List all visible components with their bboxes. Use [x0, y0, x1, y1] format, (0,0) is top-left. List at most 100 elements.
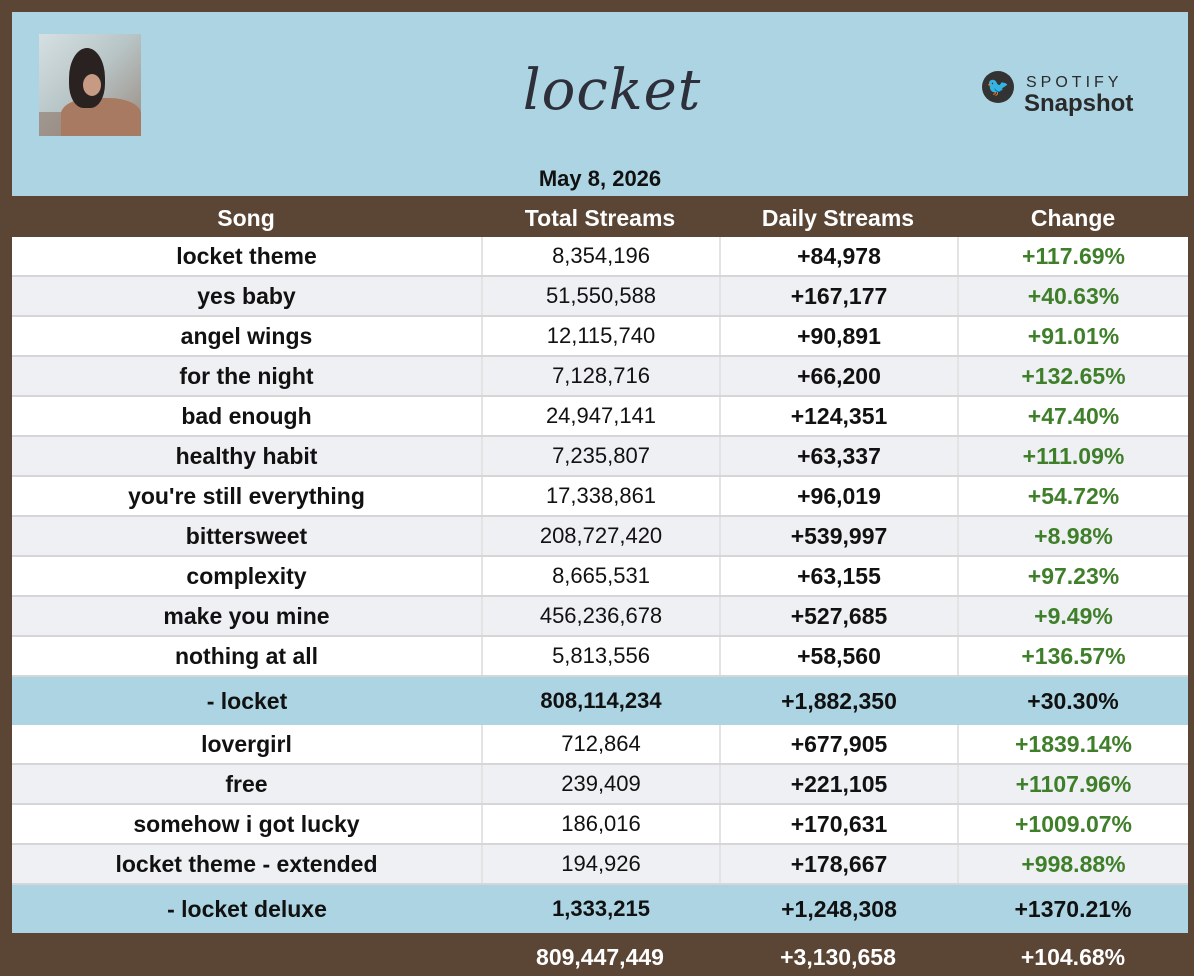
- column-header-daily: Daily Streams: [761, 205, 915, 231]
- song-name: locket theme: [12, 237, 483, 277]
- change-percent: +998.88%: [958, 844, 1188, 885]
- song-name: - locket: [12, 676, 482, 725]
- change-percent: +54.72%: [958, 476, 1188, 517]
- song-name: healthy habit: [12, 436, 483, 477]
- daily-streams: +167,177: [720, 276, 959, 317]
- column-header-total: Total Streams: [524, 205, 676, 231]
- change-percent: +1370.21%: [958, 884, 1188, 933]
- total-streams: 1,333,215: [482, 884, 720, 933]
- daily-streams: +170,631: [720, 804, 959, 845]
- total-streams: 712,864: [482, 725, 721, 765]
- header-banner: locket 🐦 SPOTIFY Snapshot: [12, 12, 1188, 196]
- total-streams: 808,114,234: [482, 676, 720, 725]
- change-percent: +111.09%: [958, 436, 1188, 477]
- daily-streams: +84,978: [720, 237, 959, 277]
- song-name: angel wings: [12, 316, 483, 357]
- total-streams: 7,128,716: [482, 356, 721, 397]
- total-streams: 194,926: [482, 844, 721, 885]
- song-name: make you mine: [12, 596, 483, 637]
- total-streams: 24,947,141: [482, 396, 721, 437]
- table-row: somehow i got lucky 186,016 +170,631 +1009.…: [12, 804, 1188, 845]
- snapshot-date: May 8, 2026: [538, 166, 662, 191]
- grand-total-streams: 809,447,449: [536, 944, 664, 970]
- song-name: somehow i got lucky: [12, 804, 483, 845]
- change-percent: +1839.14%: [958, 725, 1188, 765]
- brand-logo: 🐦 SPOTIFY Snapshot: [982, 62, 1182, 118]
- column-header-song: Song: [217, 205, 275, 231]
- song-name: lovergirl: [12, 725, 483, 765]
- table-row: angel wings 12,115,740 +90,891 +91.01%: [12, 316, 1188, 357]
- brand-line-1: SPOTIFY: [1026, 74, 1123, 91]
- table-row: for the night 7,128,716 +66,200 +132.65%: [12, 356, 1188, 397]
- song-name: bittersweet: [12, 516, 483, 557]
- total-streams: 12,115,740: [482, 316, 721, 357]
- grand-total-daily: +3,130,658: [780, 944, 896, 970]
- grand-total-change: +104.68%: [1020, 944, 1126, 970]
- song-name: bad enough: [12, 396, 483, 437]
- album-title: locket: [522, 58, 702, 123]
- song-name: locket theme - extended: [12, 844, 483, 885]
- daily-streams: +90,891: [720, 316, 959, 357]
- table-row: bad enough 24,947,141 +124,351 +47.40%: [12, 396, 1188, 437]
- total-streams: 17,338,861: [482, 476, 721, 517]
- twitter-bird-icon: 🐦: [982, 71, 1014, 103]
- daily-streams: +63,337: [720, 436, 959, 477]
- album-cover-image: [39, 34, 141, 136]
- table-row: you're still everything 17,338,861 +96,019…: [12, 476, 1188, 517]
- change-percent: +91.01%: [958, 316, 1188, 357]
- change-percent: +97.23%: [958, 556, 1188, 597]
- table-row: healthy habit 7,235,807 +63,337 +111.09%: [12, 436, 1188, 477]
- song-name: yes baby: [12, 276, 483, 317]
- total-streams: 8,665,531: [482, 556, 721, 597]
- change-percent: +136.57%: [958, 636, 1188, 677]
- table-row: yes baby 51,550,588 +167,177 +40.63%: [12, 276, 1188, 317]
- daily-streams: +677,905: [720, 725, 959, 765]
- daily-streams: +63,155: [720, 556, 959, 597]
- brand-line-2: Snapshot: [1024, 90, 1134, 117]
- change-percent: +1107.96%: [958, 764, 1188, 805]
- change-percent: +1009.07%: [958, 804, 1188, 845]
- change-percent: +132.65%: [958, 356, 1188, 397]
- song-name: free: [12, 764, 483, 805]
- total-streams: 7,235,807: [482, 436, 721, 477]
- total-streams: 456,236,678: [482, 596, 721, 637]
- table-row: lovergirl 712,864 +677,905 +1839.14%: [12, 725, 1188, 765]
- daily-streams: +178,667: [720, 844, 959, 885]
- table-row: nothing at all 5,813,556 +58,560 +136.57%: [12, 636, 1188, 677]
- daily-streams: +66,200: [720, 356, 959, 397]
- daily-streams: +124,351: [720, 396, 959, 437]
- daily-streams: +527,685: [720, 596, 959, 637]
- table-row: make you mine 456,236,678 +527,685 +9.49%: [12, 596, 1188, 637]
- daily-streams: +1,248,308: [720, 884, 958, 933]
- total-streams: 51,550,588: [482, 276, 721, 317]
- song-name: - locket deluxe: [12, 884, 482, 933]
- table-row: locket theme - extended 194,926 +178,667 +9…: [12, 844, 1188, 885]
- daily-streams: +221,105: [720, 764, 959, 805]
- total-streams: 186,016: [482, 804, 721, 845]
- song-name: nothing at all: [12, 636, 483, 677]
- change-percent: +47.40%: [958, 396, 1188, 437]
- daily-streams: +539,997: [720, 516, 959, 557]
- song-name: you're still everything: [12, 476, 483, 517]
- subtotal-row: - locket deluxe 1,333,215 +1,248,308 +1370.…: [12, 884, 1188, 933]
- change-percent: +40.63%: [958, 276, 1188, 317]
- change-percent: +8.98%: [958, 516, 1188, 557]
- table-row: bittersweet 208,727,420 +539,997 +8.98%: [12, 516, 1188, 557]
- table-row: free 239,409 +221,105 +1107.96%: [12, 764, 1188, 805]
- change-percent: +9.49%: [958, 596, 1188, 637]
- change-percent: +117.69%: [958, 237, 1188, 277]
- song-name: complexity: [12, 556, 483, 597]
- daily-streams: +96,019: [720, 476, 959, 517]
- subtotal-row: - locket 808,114,234 +1,882,350 +30.30%: [12, 676, 1188, 725]
- daily-streams: +1,882,350: [720, 676, 958, 725]
- total-streams: 208,727,420: [482, 516, 721, 557]
- column-header-change: Change: [1030, 205, 1116, 231]
- total-streams: 239,409: [482, 764, 721, 805]
- table-row: complexity 8,665,531 +63,155 +97.23%: [12, 556, 1188, 597]
- daily-streams: +58,560: [720, 636, 959, 677]
- change-percent: +30.30%: [958, 676, 1188, 725]
- total-streams: 8,354,196: [482, 237, 721, 277]
- total-streams: 5,813,556: [482, 636, 721, 677]
- table-row: locket theme 8,354,196 +84,978 +117.69%: [12, 237, 1188, 277]
